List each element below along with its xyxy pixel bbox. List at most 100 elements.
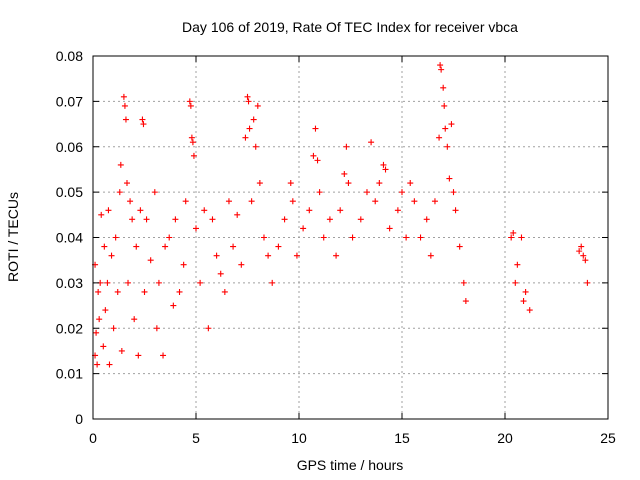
data-point bbox=[137, 207, 144, 214]
data-point bbox=[260, 234, 267, 241]
data-point bbox=[187, 102, 194, 109]
data-point bbox=[94, 361, 101, 368]
data-point bbox=[172, 216, 179, 223]
data-point bbox=[372, 198, 379, 205]
data-point bbox=[105, 207, 112, 214]
data-point bbox=[394, 207, 401, 214]
data-point bbox=[514, 261, 521, 268]
data-point bbox=[510, 229, 517, 236]
data-point bbox=[242, 134, 249, 141]
data-point bbox=[209, 216, 216, 223]
data-point bbox=[143, 216, 150, 223]
data-point bbox=[584, 279, 591, 286]
data-point bbox=[96, 316, 103, 323]
data-point bbox=[417, 234, 424, 241]
data-point bbox=[252, 143, 259, 150]
data-point bbox=[357, 216, 364, 223]
data-point bbox=[440, 84, 447, 91]
data-point bbox=[250, 116, 257, 123]
data-point bbox=[522, 288, 529, 295]
data-point bbox=[217, 270, 224, 277]
data-point bbox=[135, 352, 142, 359]
data-point bbox=[104, 279, 111, 286]
data-point bbox=[125, 279, 132, 286]
data-point bbox=[526, 307, 533, 314]
data-point bbox=[376, 180, 383, 187]
data-point bbox=[248, 198, 255, 205]
data-point bbox=[423, 216, 430, 223]
x-tick-label: 15 bbox=[394, 430, 410, 446]
data-point bbox=[155, 279, 162, 286]
x-tick-label: 5 bbox=[192, 430, 200, 446]
grid-lines bbox=[93, 56, 608, 419]
data-point bbox=[520, 298, 527, 305]
data-point bbox=[127, 198, 134, 205]
data-point bbox=[201, 207, 208, 214]
data-point bbox=[122, 116, 129, 123]
data-point bbox=[448, 121, 455, 128]
data-point bbox=[153, 325, 160, 332]
data-point bbox=[170, 302, 177, 309]
data-point bbox=[462, 298, 469, 305]
data-point bbox=[300, 225, 307, 232]
data-point bbox=[578, 243, 585, 250]
data-point bbox=[438, 66, 445, 73]
data-point bbox=[106, 361, 113, 368]
data-point bbox=[180, 261, 187, 268]
data-point bbox=[452, 207, 459, 214]
data-point bbox=[190, 152, 197, 159]
data-point bbox=[256, 180, 263, 187]
y-tick-label: 0 bbox=[75, 411, 83, 427]
data-point bbox=[265, 252, 272, 259]
axis-ticks: 0 0.01 0.02 0.03 0.04 0.05 0.06 0.07 0.08 0 5 10 15 2… bbox=[56, 48, 616, 446]
data-point bbox=[411, 198, 418, 205]
y-tick-label: 0.05 bbox=[56, 184, 83, 200]
data-point bbox=[512, 279, 519, 286]
data-point bbox=[225, 198, 232, 205]
data-point bbox=[580, 252, 587, 259]
data-point bbox=[182, 198, 189, 205]
data-point bbox=[246, 125, 253, 132]
data-point bbox=[141, 288, 148, 295]
data-point bbox=[108, 252, 115, 259]
data-points bbox=[92, 62, 591, 368]
y-tick-label: 0.07 bbox=[56, 93, 83, 109]
data-point bbox=[186, 98, 193, 105]
data-point bbox=[98, 211, 105, 218]
data-point bbox=[441, 102, 448, 109]
data-point bbox=[133, 243, 140, 250]
data-point bbox=[508, 234, 515, 241]
data-point bbox=[444, 143, 451, 150]
data-point bbox=[147, 257, 154, 264]
x-tick-label: 20 bbox=[497, 430, 513, 446]
data-point bbox=[254, 102, 261, 109]
data-point bbox=[205, 325, 212, 332]
data-point bbox=[269, 279, 276, 286]
data-point bbox=[129, 216, 136, 223]
data-point bbox=[363, 189, 370, 196]
data-point bbox=[234, 211, 241, 218]
data-point bbox=[151, 189, 158, 196]
data-point bbox=[399, 189, 405, 196]
data-point bbox=[189, 139, 196, 146]
data-point bbox=[431, 198, 438, 205]
data-point bbox=[293, 252, 300, 259]
y-axis-label: ROTI / TECUs bbox=[5, 192, 21, 282]
data-point bbox=[345, 180, 352, 187]
data-point bbox=[333, 252, 340, 259]
x-tick-label: 10 bbox=[291, 430, 307, 446]
data-point bbox=[131, 316, 138, 323]
data-point bbox=[121, 102, 128, 109]
data-point bbox=[160, 352, 167, 359]
data-point bbox=[306, 207, 313, 214]
y-tick-label: 0.04 bbox=[56, 230, 83, 246]
data-point bbox=[193, 225, 199, 232]
data-point bbox=[102, 307, 109, 314]
data-point bbox=[213, 252, 220, 259]
data-point bbox=[238, 261, 245, 268]
data-point bbox=[310, 152, 317, 159]
data-point bbox=[289, 198, 296, 205]
data-point bbox=[427, 252, 434, 259]
data-point bbox=[442, 125, 449, 132]
data-point bbox=[120, 93, 127, 100]
